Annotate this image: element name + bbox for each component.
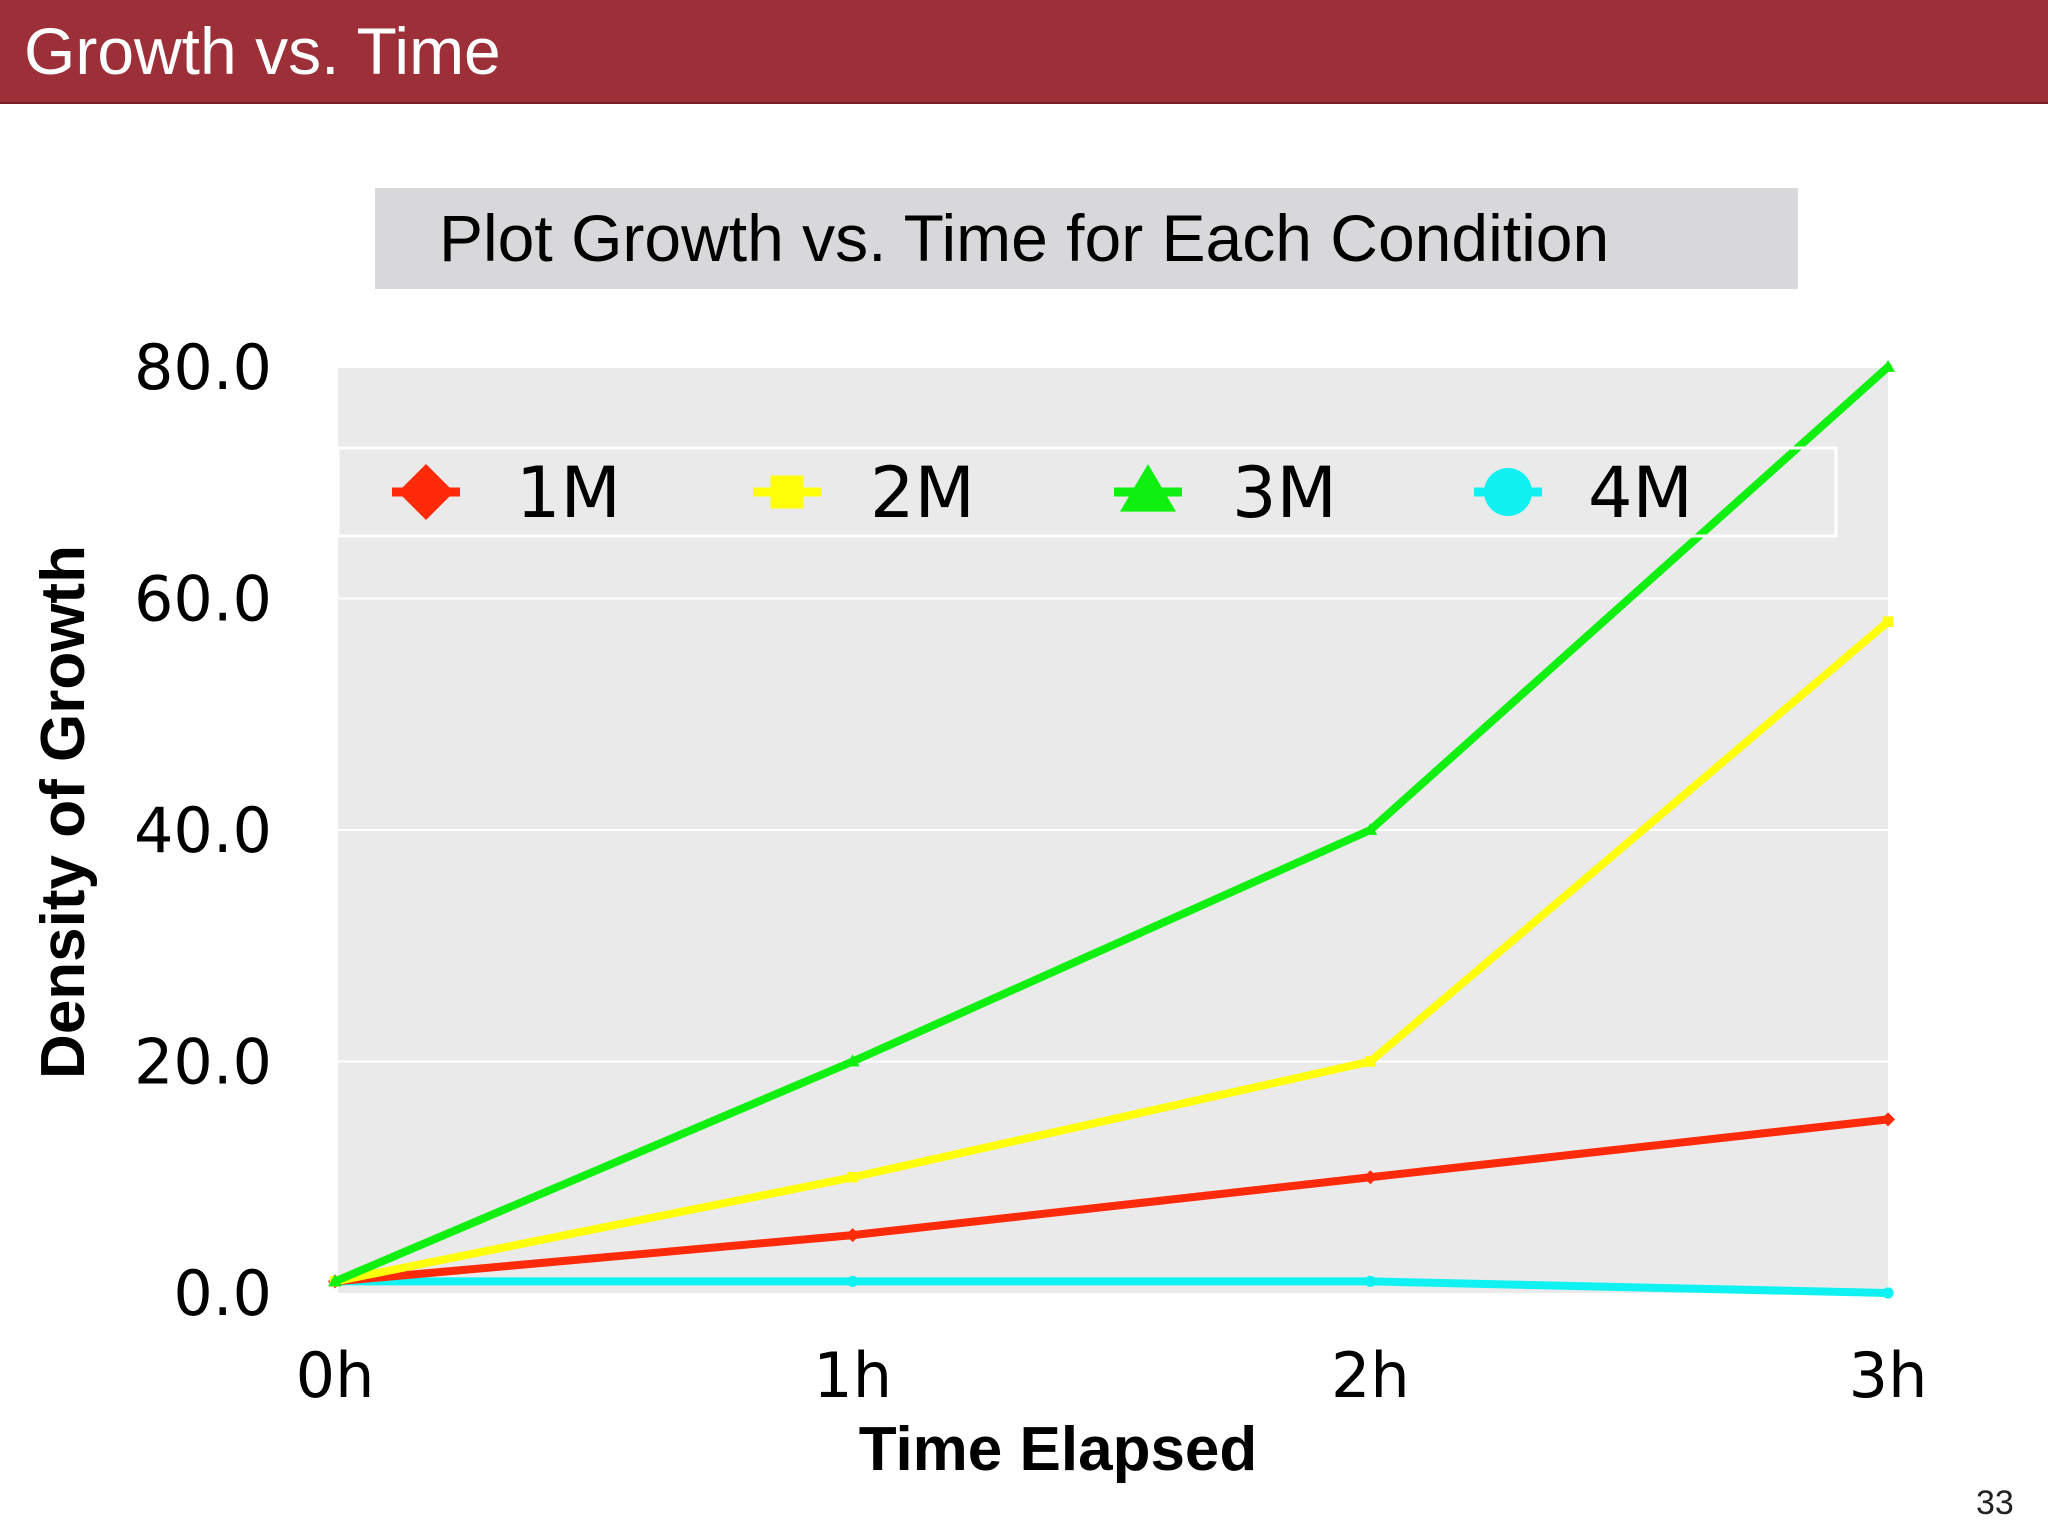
data-point-1M [1363, 1170, 1378, 1185]
data-point-3M [1363, 823, 1378, 835]
y-tick-label: 40.0 [134, 794, 272, 867]
x-axis-label: Time Elapsed [859, 1415, 1258, 1484]
series-line-1M [331, 1115, 1892, 1286]
legend-label-2M: 2M [870, 452, 975, 534]
legend-label-4M: 4M [1588, 452, 1693, 534]
series-line-4M [331, 1277, 1892, 1297]
legend: 1M 2M 3M 4M [336, 446, 1838, 538]
series-line-2M [331, 617, 1892, 1286]
chart-title: Plot Growth vs. Time for Each Condition [439, 201, 1610, 275]
series-line-3M [331, 363, 1892, 1286]
data-point-3M [1881, 360, 1895, 372]
slide-number: 33 [1976, 1484, 2014, 1522]
data-point-3M [845, 1054, 860, 1067]
slide-header: Growth vs. Time [0, 0, 2048, 104]
y-axis-label: Density of Growth [29, 545, 98, 1079]
y-tick-label: 20.0 [134, 1026, 272, 1099]
data-point-2M [847, 1172, 858, 1183]
series-lines [328, 360, 1895, 1299]
y-axis-ticks: 0.0 20.0 40.0 60.0 80.0 [134, 331, 272, 1330]
data-point-1M [845, 1228, 860, 1243]
x-axis-ticks: 0h 1h 2h 3h [296, 1339, 1928, 1412]
legend-box [336, 446, 1838, 538]
legend-marker-4M [1484, 468, 1532, 516]
slide-title: Growth vs. Time [24, 14, 501, 88]
legend-marker-2M [770, 475, 804, 509]
legend-marker-3M [1120, 464, 1176, 512]
legend-label-1M: 1M [516, 452, 621, 534]
y-tick-label: 60.0 [134, 563, 272, 636]
data-point-3M [328, 1274, 342, 1287]
data-point-4M [847, 1275, 859, 1288]
data-point-2M [1365, 1056, 1376, 1067]
x-tick-label: 3h [1849, 1339, 1928, 1412]
y-tick-label: 80.0 [134, 331, 272, 404]
data-point-2M [1882, 616, 1894, 627]
x-tick-label: 2h [1331, 1339, 1410, 1412]
legend-label-3M: 3M [1232, 452, 1337, 534]
data-point-1M [1881, 1112, 1895, 1127]
data-point-4M [1364, 1275, 1376, 1288]
legend-marker-1M [398, 464, 454, 520]
x-tick-label: 1h [813, 1339, 892, 1412]
y-tick-label: 0.0 [173, 1257, 272, 1330]
x-tick-label: 0h [296, 1339, 375, 1412]
chart-title-box: Plot Growth vs. Time for Each Condition [375, 188, 1798, 289]
data-point-4M [1882, 1287, 1894, 1299]
